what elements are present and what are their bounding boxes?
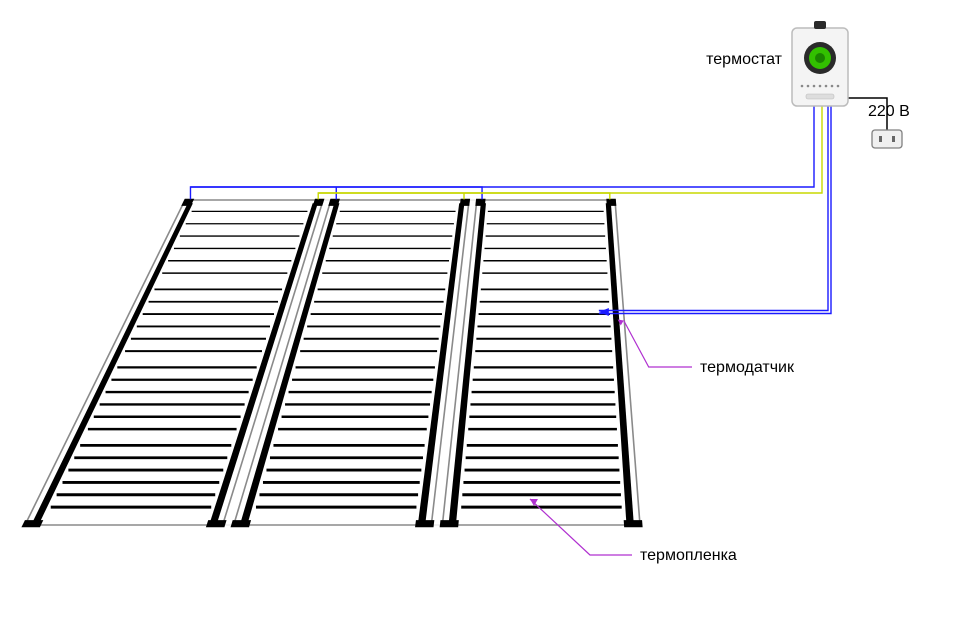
thermostat-device bbox=[792, 21, 848, 106]
thermostat-label: термостат bbox=[706, 51, 783, 68]
power-label: 220 В bbox=[868, 103, 910, 120]
heating-film-diagram: термостат 220 В термодатчик термопленка bbox=[0, 0, 956, 625]
sensor-label: термодатчик bbox=[700, 359, 795, 376]
power-outlet bbox=[872, 130, 902, 148]
film-label: термопленка bbox=[640, 547, 737, 564]
heating-film-panels bbox=[21, 199, 642, 528]
